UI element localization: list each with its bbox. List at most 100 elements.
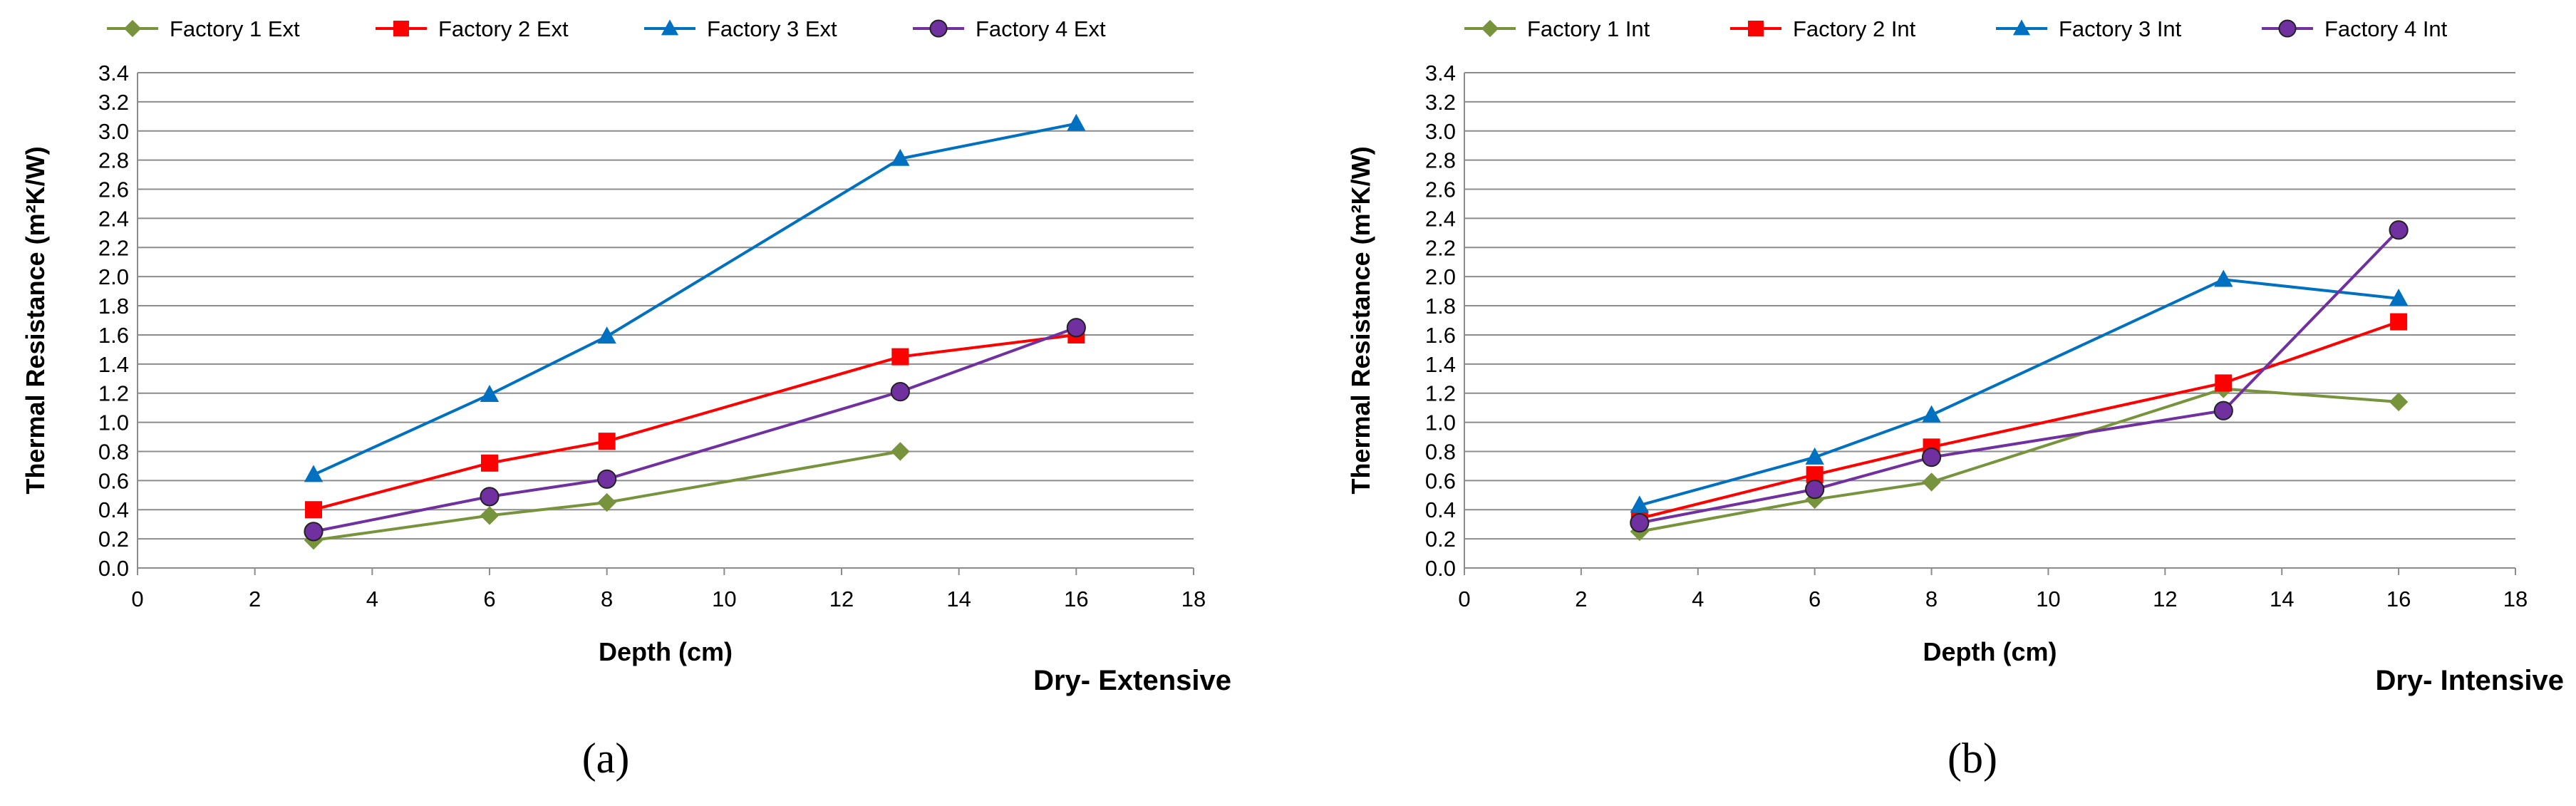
y-tick-label: 2.6 (98, 177, 129, 202)
series-line (313, 326, 1077, 533)
series-factory-3-int (1630, 269, 2409, 513)
legend-label: Factory 1 Int (1527, 16, 1650, 41)
y-tick-label: 1.4 (98, 352, 129, 377)
data-point (2389, 289, 2409, 306)
x-tick-label: 12 (2153, 587, 2177, 611)
series-factory-1-int (1630, 379, 2409, 542)
data-point (1066, 318, 1086, 338)
y-tick-label: 0.0 (98, 556, 129, 581)
legend-marker (2278, 19, 2297, 38)
y-tick-label: 1.6 (1425, 323, 1456, 348)
data-point (1067, 113, 1086, 131)
data-point (598, 433, 616, 450)
x-axis-label: Depth (cm) (1923, 637, 2057, 666)
y-tick-label: 3.2 (1425, 90, 1456, 115)
data-point (890, 382, 910, 402)
legend-label: Factory 4 Ext (976, 16, 1106, 41)
x-tick-label: 2 (1575, 587, 1587, 611)
y-tick-label: 2.6 (1425, 177, 1456, 202)
y-tick-label: 0.4 (1425, 497, 1456, 522)
legend-item: Factory 4 Ext (913, 16, 1106, 41)
y-tick-label: 2.2 (98, 235, 129, 260)
data-point (480, 487, 500, 507)
series-factory-3-ext (304, 113, 1086, 482)
data-point (1921, 448, 1942, 467)
legend-item: Factory 2 Int (1730, 16, 1916, 41)
legend-item: Factory 1 Int (1464, 16, 1650, 41)
y-tick-label: 3.4 (1425, 61, 1456, 86)
x-tick-label: 12 (829, 587, 854, 611)
data-point (480, 384, 500, 402)
legend-marker (2012, 19, 2031, 36)
series-line (1639, 229, 2400, 525)
y-tick-label: 0.6 (98, 468, 129, 493)
x-tick-label: 16 (1064, 587, 1088, 611)
y-tick-label: 0.2 (1425, 527, 1456, 552)
gridlines (1464, 72, 2515, 569)
data-point (1805, 480, 1825, 500)
y-tick-label: 3.2 (98, 90, 129, 115)
legend-label: Factory 2 Ext (438, 16, 569, 41)
x-axis-label: Depth (cm) (599, 637, 733, 666)
y-axis-label: Thermal Resistance (m²K/W) (21, 146, 50, 494)
legend-marker (1481, 19, 1499, 38)
y-tick-label: 3.0 (1425, 119, 1456, 144)
legend-marker (661, 19, 679, 36)
y-tick-label: 2.8 (98, 148, 129, 173)
y-tick-label: 1.2 (98, 381, 129, 406)
y-tick-label: 2.4 (98, 206, 129, 231)
series-factory-2-int (1630, 313, 2408, 527)
legend-item: Factory 3 Int (1996, 16, 2182, 41)
legend-marker (1748, 21, 1764, 36)
corner-caption: Dry- Intensive (2375, 665, 2564, 696)
legend-marker (929, 19, 948, 38)
x-tick-label: 6 (1809, 587, 1821, 611)
y-tick-label: 2.0 (98, 264, 129, 289)
x-tick-label: 2 (249, 587, 261, 611)
data-point (305, 501, 322, 519)
data-point (480, 506, 500, 525)
y-tick-label: 1.0 (1425, 410, 1456, 435)
data-point (304, 522, 324, 542)
x-tick-label: 8 (601, 587, 613, 611)
x-tick-label: 18 (2503, 587, 2528, 611)
y-tick-label: 2.4 (1425, 206, 1456, 231)
series-factory-2-ext (305, 326, 1085, 519)
series-factory-4-int (1630, 220, 2409, 533)
y-tick-label: 0.6 (1425, 468, 1456, 493)
x-tick-label: 8 (1925, 587, 1938, 611)
data-point (304, 465, 324, 482)
legend-label: Factory 3 Ext (707, 16, 837, 41)
corner-caption: Dry- Extensive (1033, 665, 1231, 696)
x-tick-label: 0 (131, 587, 143, 611)
chart-a: 0.0 0.2 0.4 0.6 0.8 1.0 1.2 1.4 1.6 1.8 2.0 2.2 2.4 2… (21, 16, 1231, 696)
x-tick-label: 14 (2270, 587, 2294, 611)
data-point (597, 469, 617, 489)
chart-b: 0.0 0.2 0.4 0.6 0.8 1.0 1.2 1.4 1.6 1.8 2.0 2.2 2.4 2… (1346, 16, 2564, 696)
series-line (1639, 320, 2399, 520)
legend: Factory 1 Ext Factory 2 Ext Factory 3 Ext F… (107, 16, 1106, 41)
x-tick-label: 16 (2386, 587, 2411, 611)
x-tick-label: 10 (2036, 587, 2060, 611)
legend-item: Factory 4 Int (2262, 16, 2448, 41)
y-axis-label: Thermal Resistance (m²K/W) (1346, 146, 1375, 494)
x-tick-label: 0 (1458, 587, 1470, 611)
data-point (2389, 392, 2409, 412)
legend-label: Factory 1 Ext (170, 16, 300, 41)
data-point (1630, 513, 1650, 533)
x-tick-label: 4 (1692, 587, 1704, 611)
data-point (891, 442, 910, 461)
series-factory-4-ext (304, 318, 1086, 542)
y-tick-label: 1.8 (1425, 294, 1456, 319)
x-tick-label: 4 (366, 587, 378, 611)
data-point (891, 348, 909, 366)
y-tick-label: 0.2 (98, 527, 129, 552)
legend-item: Factory 2 Ext (376, 16, 569, 41)
x-tick-label: 14 (946, 587, 971, 611)
x-tick-label: 10 (712, 587, 736, 611)
data-point (1630, 495, 1650, 513)
data-point (597, 326, 616, 344)
series-line (313, 450, 901, 542)
chart-panel-b: 0.0 0.2 0.4 0.6 0.8 1.0 1.2 1.4 1.6 1.8 2.0 2.2 2.4 2… (1288, 0, 2576, 806)
data-point (2215, 374, 2233, 392)
